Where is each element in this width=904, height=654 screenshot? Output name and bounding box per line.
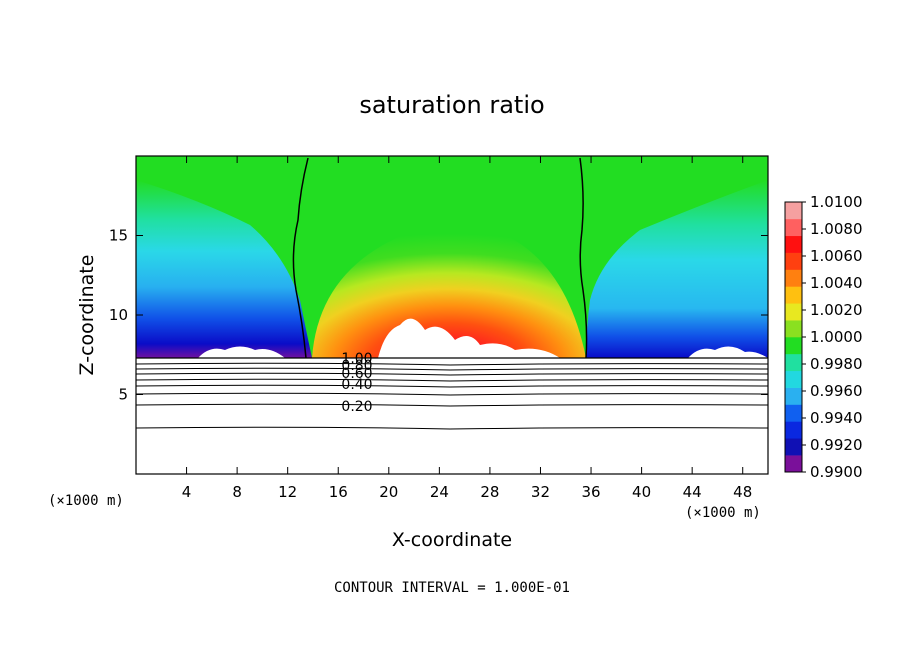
colorbar-label: 0.9900	[810, 463, 863, 481]
contour-left-boundary	[292, 157, 309, 359]
colorbar-label: 1.0100	[810, 193, 863, 211]
colorbar-swatch	[785, 320, 802, 338]
chart-title: saturation ratio	[359, 91, 544, 119]
colorbar-swatch	[785, 218, 802, 237]
contour-label: 0.40	[341, 377, 372, 393]
plot-area: 1.000.800.600.400.20 4 8 12 16 20 24 28 32 36 40 4…	[109, 155, 769, 501]
field-center-region	[312, 220, 586, 358]
contour-label: 0.20	[341, 399, 372, 415]
x-axis-unit-right: (×1000 m)	[685, 505, 761, 521]
contour-label: 0.60	[341, 366, 372, 382]
field-left-blob	[198, 346, 285, 358]
contour-right-boundary	[579, 157, 588, 359]
colorbar-swatch	[785, 286, 802, 304]
y-axis-ticks: 5 10 15	[109, 227, 768, 404]
colorbar-swatch	[785, 252, 802, 270]
contour-line	[135, 426, 769, 430]
colorbar-swatch	[785, 303, 802, 321]
contour-line	[135, 403, 769, 407]
x-axis-ticks: 4 8 12 16 20 24 28 32 36 40 44 48	[182, 156, 752, 501]
x-tick-label: 12	[278, 483, 297, 501]
field-right-blob	[688, 346, 768, 358]
x-tick-label: 44	[683, 483, 702, 501]
contour-line	[135, 384, 769, 388]
colorbar-swatch	[785, 421, 802, 439]
colorbar-swatch	[785, 438, 802, 456]
x-tick-label: 28	[480, 483, 499, 501]
y-tick-label: 10	[109, 306, 128, 324]
colorbar-label: 0.9960	[810, 382, 863, 400]
y-tick-label: 5	[118, 386, 128, 404]
colorbar-label: 1.0060	[810, 247, 863, 265]
x-tick-label: 24	[430, 483, 449, 501]
y-tick-label: 15	[109, 227, 128, 245]
colorbar-swatch	[785, 370, 802, 388]
contour-lines-lower	[135, 357, 769, 430]
x-tick-label: 40	[632, 483, 651, 501]
colorbar-label: 0.9920	[810, 436, 863, 454]
field-center-blob	[378, 318, 560, 358]
x-tick-label: 4	[182, 483, 192, 501]
contour-label: 0.80	[341, 358, 372, 374]
contour-line	[135, 362, 769, 366]
x-axis-unit-left: (×1000 m)	[48, 493, 124, 509]
colorbar-swatch	[785, 269, 802, 287]
colorbar-swatch	[785, 455, 802, 473]
colorbar-swatch	[785, 387, 802, 405]
colorbar-swatch	[785, 353, 802, 372]
contour-line	[135, 372, 769, 376]
x-tick-label: 8	[232, 483, 242, 501]
colorbar-swatch	[785, 337, 802, 355]
colorbar: 1.0100 1.0080 1.0060 1.0040 1.0020 1.0000 0.99…	[784, 193, 863, 481]
contour-line	[135, 392, 769, 396]
contour-label: 1.00	[341, 351, 372, 367]
x-tick-label: 48	[733, 483, 752, 501]
x-axis-label: X-coordinate	[392, 529, 512, 551]
colorbar-label: 1.0040	[810, 274, 863, 292]
x-tick-label: 32	[531, 483, 550, 501]
field-right-region	[586, 180, 768, 358]
contour-line	[135, 367, 769, 371]
x-tick-label: 16	[329, 483, 348, 501]
colorbar-swatch	[785, 202, 802, 220]
colorbar-label: 1.0020	[810, 301, 863, 319]
colorbar-label: 0.9980	[810, 355, 863, 373]
y-axis-label: Z-coordinate	[76, 255, 98, 376]
field-left-region	[136, 180, 312, 358]
contour-labels: 1.000.800.600.40 0.20	[341, 351, 372, 415]
colorbar-label: 1.0000	[810, 328, 863, 346]
colorbar-swatch	[785, 235, 802, 253]
colorbar-swatch	[785, 404, 802, 422]
x-tick-label: 36	[581, 483, 600, 501]
contour-line	[135, 378, 769, 382]
colorbar-label: 1.0080	[810, 220, 863, 238]
colorbar-label: 0.9940	[810, 409, 863, 427]
contour-interval-note: CONTOUR INTERVAL = 1.000E-01	[334, 580, 570, 596]
x-tick-label: 20	[379, 483, 398, 501]
